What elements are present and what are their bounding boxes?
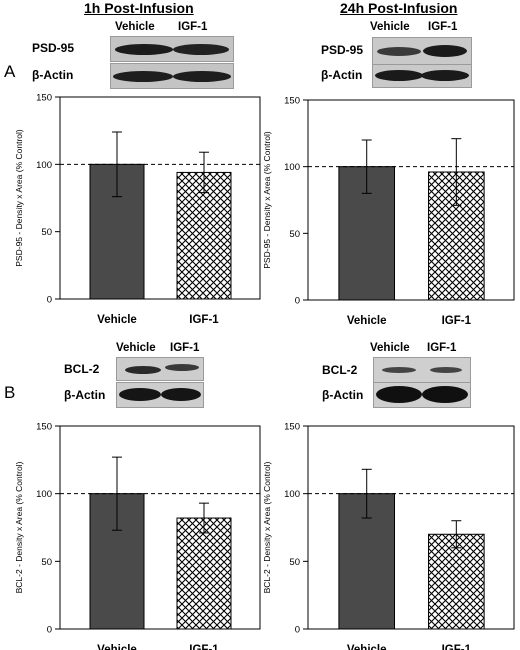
panel-letter-a: A — [4, 62, 16, 81]
blot-row-label-psd95: PSD-95 — [32, 41, 75, 55]
plot-frame — [59, 425, 261, 630]
x-category-label: IGF-1 — [442, 315, 472, 327]
blot-row-label-psd95: PSD-95 — [321, 43, 364, 57]
y-tick-label: 100 — [284, 489, 300, 500]
y-tick-label: 150 — [284, 422, 300, 433]
y-tick-label: 150 — [36, 422, 52, 433]
x-category-label: IGF-1 — [442, 644, 472, 650]
blot-strip-bcl2 — [116, 357, 204, 381]
y-tick-label: 0 — [47, 625, 52, 636]
y-tick-label: 150 — [36, 93, 52, 104]
blot-row-label-bcl2: BCL-2 — [322, 363, 358, 377]
blot-row-label-actin: β-Actin — [322, 388, 364, 402]
plot-frame — [307, 425, 515, 630]
lane-label-vehicle: Vehicle — [370, 21, 410, 33]
blot-row-label-actin: β-Actin — [64, 388, 106, 402]
x-category-label: Vehicle — [347, 644, 387, 650]
bar-chart-b2: 0 50 100 150 BCL-2 - Density x Area (% Contr… — [262, 422, 515, 650]
x-category-label: Vehicle — [97, 314, 137, 326]
bar-chart-b1: 0 50 100 150 BCL-2 - Density x Area (% Contr… — [14, 422, 261, 650]
plot-frame — [307, 99, 515, 301]
x-category-label: IGF-1 — [189, 314, 219, 326]
bar-igf1 — [428, 533, 485, 630]
y-axis-label: PSD-95 - Density x Area (% Control) — [14, 129, 24, 267]
y-tick-label: 0 — [295, 296, 300, 307]
lane-label-igf1: IGF-1 — [427, 342, 457, 354]
blot-strip-actin — [373, 382, 471, 408]
y-tick-label: 100 — [284, 162, 300, 173]
y-tick-label: 100 — [36, 160, 52, 171]
bar-chart-a2: 0 50 100 150 PSD-95 - Density x Area (% Cont… — [262, 96, 515, 327]
y-tick-label: 50 — [41, 227, 52, 238]
blot-strip-actin — [110, 63, 234, 89]
bar-igf1 — [176, 171, 232, 300]
y-tick-label: 50 — [289, 229, 300, 240]
lane-label-vehicle: Vehicle — [370, 342, 410, 354]
blot-row-label-actin: β-Actin — [32, 68, 74, 82]
column-title-1h: 1h Post-Infusion — [84, 0, 194, 16]
y-axis-label: PSD-95 - Density x Area (% Control) — [262, 131, 272, 269]
plot-frame — [59, 96, 261, 300]
blot-row-label-bcl2: BCL-2 — [64, 362, 100, 376]
column-title-24h: 24h Post-Infusion — [340, 0, 458, 16]
lane-label-vehicle: Vehicle — [116, 342, 156, 354]
x-category-label: Vehicle — [97, 644, 137, 650]
y-tick-label: 50 — [41, 557, 52, 568]
y-tick-label: 0 — [295, 625, 300, 636]
y-tick-label: 100 — [36, 489, 52, 500]
y-tick-label: 0 — [47, 295, 52, 306]
blot-row-label-actin: β-Actin — [321, 68, 363, 82]
blot-strip-psd95 — [372, 37, 472, 65]
blot-strip-psd95 — [110, 36, 234, 62]
bar-chart-a1: 0 50 100 150 PSD-95 - Density x Area (% Cont… — [14, 93, 261, 326]
y-axis-label: BCL-2 - Density x Area (% Control) — [14, 461, 24, 593]
lane-label-igf1: IGF-1 — [170, 342, 200, 354]
lane-label-vehicle: Vehicle — [115, 21, 155, 33]
blot-strip-bcl2 — [373, 357, 471, 383]
panel-letter-b: B — [4, 383, 16, 402]
blot-strip-actin — [372, 64, 472, 88]
y-axis-label: BCL-2 - Density x Area (% Control) — [262, 461, 272, 593]
blot-strip-actin — [116, 382, 204, 408]
x-category-label: Vehicle — [347, 315, 387, 327]
y-tick-label: 150 — [284, 96, 300, 107]
lane-label-igf1: IGF-1 — [178, 21, 208, 33]
bar-igf1 — [176, 517, 232, 630]
lane-label-igf1: IGF-1 — [428, 21, 458, 33]
y-tick-label: 50 — [289, 557, 300, 568]
x-category-label: IGF-1 — [189, 644, 219, 650]
